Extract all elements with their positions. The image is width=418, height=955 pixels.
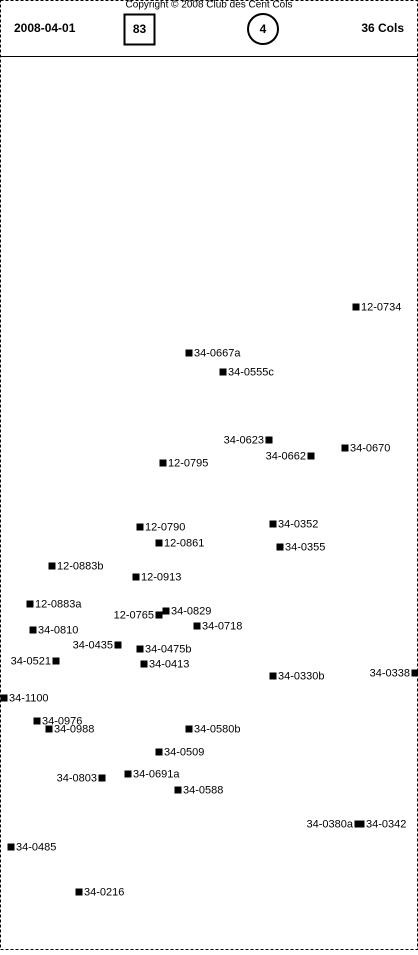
col-marker — [49, 563, 56, 570]
col-label: 34-0588 — [183, 784, 223, 796]
col-label: 34-0380a — [307, 818, 354, 830]
col-marker — [156, 749, 163, 756]
col-label: 12-0883b — [57, 560, 104, 572]
col-label: 34-0509 — [164, 746, 204, 758]
col-marker — [160, 460, 167, 467]
col-label: 34-0580b — [194, 723, 241, 735]
col-marker — [194, 623, 201, 630]
col-marker — [186, 726, 193, 733]
col-marker — [137, 524, 144, 531]
col-marker — [99, 775, 106, 782]
col-label: 34-0718 — [202, 620, 242, 632]
col-marker — [156, 612, 163, 619]
col-label: 34-0691a — [133, 768, 180, 780]
col-label: 12-0913 — [141, 571, 181, 583]
col-marker — [125, 771, 132, 778]
col-marker — [137, 646, 144, 653]
col-label: 34-0352 — [278, 518, 318, 530]
col-label: 12-0790 — [145, 521, 185, 533]
date: 2008-04-01 — [14, 21, 76, 35]
col-marker — [175, 787, 182, 794]
col-label: 34-0521 — [11, 655, 51, 667]
col-label: 34-0355 — [285, 541, 325, 553]
col-label: 12-0861 — [164, 537, 204, 549]
copyright: Copyright © 2008 Club des Cent Cols — [126, 0, 293, 11]
col-marker — [186, 350, 193, 357]
col-marker — [270, 673, 277, 680]
col-label: 34-0342 — [366, 818, 406, 830]
col-label: 12-0734 — [361, 301, 401, 313]
col-marker — [308, 453, 315, 460]
col-marker — [30, 627, 37, 634]
col-marker — [53, 658, 60, 665]
col-label: 34-0988 — [54, 723, 94, 735]
col-marker — [277, 544, 284, 551]
col-marker — [156, 540, 163, 547]
col-label: 12-0883a — [35, 598, 82, 610]
col-marker — [1, 695, 8, 702]
circled-count: 4 — [260, 22, 267, 36]
col-marker — [46, 726, 53, 733]
col-marker — [270, 521, 277, 528]
col-marker — [358, 821, 365, 828]
col-label: 34-0338 — [370, 667, 410, 679]
col-label: 34-0435 — [73, 639, 113, 651]
col-label: 34-0485 — [16, 841, 56, 853]
col-label: 34-0330b — [278, 670, 325, 682]
col-marker — [353, 304, 360, 311]
col-marker — [115, 642, 122, 649]
col-label: 34-1100 — [9, 692, 49, 704]
col-label: 34-0216 — [84, 886, 124, 898]
col-label: 34-0662 — [266, 450, 306, 462]
total: 36 Cols — [361, 21, 404, 35]
col-label: 34-0475b — [145, 643, 192, 655]
col-label: 34-0829 — [171, 605, 211, 617]
col-label: 34-0803 — [57, 772, 97, 784]
col-marker — [412, 670, 418, 677]
col-marker — [8, 844, 15, 851]
col-marker — [141, 661, 148, 668]
col-label: 12-0765 — [114, 609, 154, 621]
col-marker — [266, 437, 273, 444]
col-label: 34-0413 — [149, 658, 189, 670]
col-label: 34-0670 — [350, 442, 390, 454]
col-marker — [34, 718, 41, 725]
col-marker — [27, 601, 34, 608]
col-label: 12-0795 — [168, 457, 208, 469]
col-marker — [163, 608, 170, 615]
col-marker — [342, 445, 349, 452]
col-marker — [133, 574, 140, 581]
col-label: 34-0555c — [228, 366, 274, 378]
col-marker — [76, 889, 83, 896]
col-label: 34-0810 — [38, 624, 78, 636]
col-marker — [220, 369, 227, 376]
col-label: 34-0667a — [194, 347, 241, 359]
boxed-count: 83 — [133, 22, 147, 36]
col-label: 34-0623 — [224, 434, 264, 446]
